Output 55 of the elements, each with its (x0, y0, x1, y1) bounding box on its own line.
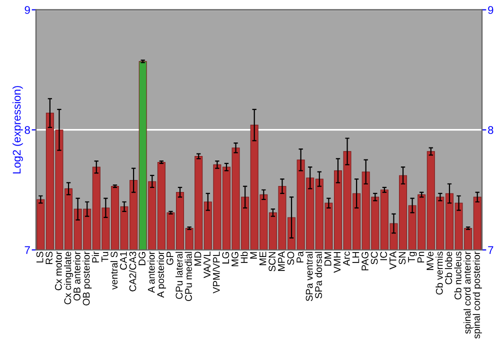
x-tick-label: Pn (417, 252, 424, 262)
x-tick-label: M (250, 252, 257, 259)
x-tick-label: LS (36, 252, 44, 262)
x-tick-label: DM (324, 252, 332, 266)
x-tick-label: ventral S (110, 252, 118, 290)
x-tick-label: A anterior (148, 251, 155, 293)
x-tick-label: MG (231, 252, 238, 266)
x-tick-label: SPa ventral (306, 252, 313, 302)
x-tick-label: VTA (390, 251, 396, 270)
x-tick-label: PAG (362, 252, 368, 270)
x-tick-label: VMH (334, 252, 340, 273)
x-tick-label: CPu lateral (175, 252, 183, 299)
x-tick-label: Pir (92, 251, 99, 262)
x-tick-label: Tu (102, 252, 108, 262)
x-tick-label: RS (46, 252, 53, 264)
x-tick-label: VA/VL (203, 252, 211, 278)
y2-tick-label: 8 (488, 126, 494, 134)
x-tick-label: spinal cord anterior (464, 251, 473, 334)
x-tick-label: SO (287, 252, 294, 265)
x-tick-label: SCN (268, 252, 276, 272)
x-tick-label: OB anterior (73, 251, 80, 301)
x-tick-label: SC (370, 252, 378, 264)
x-tick-label: A posterior (156, 251, 166, 298)
x-tick-label: MPA (278, 251, 285, 271)
x-tick-label: SN (398, 252, 406, 264)
x-tick-label: Cb vermis (436, 252, 443, 295)
x-tick-label: DG (138, 252, 146, 266)
x-tick-label: CA2/CA3 (129, 252, 136, 292)
x-tick-label: SPa dorsal (314, 252, 322, 298)
y2-tick-label: 7 (488, 246, 494, 254)
x-tick-label: LH (352, 252, 360, 263)
x-tick-label: Cx motor (54, 251, 62, 290)
x-tick-label: Arc (343, 252, 350, 266)
x-tick-label: MVe (426, 252, 434, 270)
y2-tick-label: 9 (488, 6, 494, 14)
y-tick-label: 9 (24, 6, 30, 14)
x-tick-label: Cb lobe (444, 252, 452, 284)
x-tick-label: LG (222, 252, 230, 264)
x-tick-label: IC (380, 252, 388, 260)
x-tick-label: CA1 (120, 252, 127, 270)
x-tick-label: ME (259, 252, 266, 266)
x-tick-label: GP (166, 252, 174, 265)
y-tick-label: 7 (24, 246, 30, 254)
x-tick-label: Cb nucleus (454, 252, 462, 300)
x-tick-label: OB posterior (82, 251, 92, 306)
y-axis-title: Log2 (expression) (12, 86, 23, 174)
x-tick-label: VPM/VPL (212, 252, 220, 294)
x-tick-label: Hb (240, 252, 248, 263)
x-tick-label: Pa (296, 251, 304, 262)
x-tick-label: spinal cord posterior (472, 251, 482, 339)
x-tick-label: Tg (408, 252, 417, 262)
x-tick-label: MD (194, 252, 202, 266)
x-tick-label: Cx cingulate (64, 252, 74, 304)
x-tick-label: CPu medial (184, 252, 192, 302)
y-tick-label: 8 (24, 126, 30, 134)
